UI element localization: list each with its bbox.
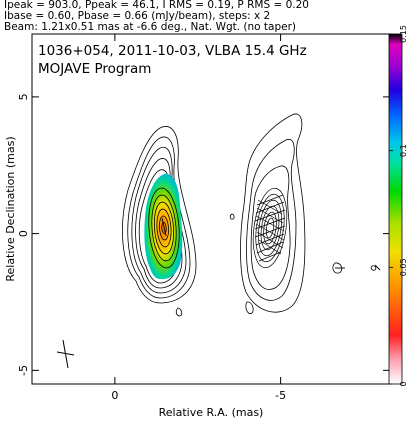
contour-map [56,113,381,369]
chart-title: 1036+054, 2011-10-03, VLBA 15.4 GHz [38,43,307,59]
header-line-2: Ibase = 0.60, Pbase = 0.66 (mJy/beam), s… [4,10,271,22]
colorbar-tick-label: 0.05 [399,258,408,276]
header-line-1: Ipeak = 903.0, Ppeak = 46.1, I RMS = 0.1… [4,0,309,11]
x-tick-label: 0 [111,389,118,402]
colorbar-tick-label: 0 [399,381,408,386]
colorbar [388,33,403,385]
y-tick-label: 0 [17,230,30,237]
polarization-patch [144,173,183,280]
header-line-3: Beam: 1.21x0.51 mas at -6.6 deg., Nat. W… [4,21,297,33]
colorbar-tick-label: 0.1 [399,144,408,157]
polarization-vectors [161,217,381,271]
y-axis-label: Relative Declination (mas) [4,136,17,281]
y-axis-ticks: -5 0 5 [17,93,390,376]
colorbar-tick-label: 0.15 [399,25,408,43]
core-contours [122,126,197,304]
x-tick-label: -5 [275,389,286,402]
stray-contours [175,213,377,317]
y-tick-label: 5 [17,93,30,100]
beam-marker [56,339,75,369]
chart-subtitle: MOJAVE Program [38,61,151,77]
jet-inner-contours [252,187,288,269]
core-inner-contours [148,187,180,269]
x-axis-ticks: 0 -5 [111,34,286,402]
plot-frame [31,33,391,385]
x-axis-label: Relative R.A. (mas) [159,406,264,419]
jet-contours [240,113,306,313]
y-tick-label: -5 [17,365,30,376]
colorbar-ticks: 0 0.05 0.1 0.15 [389,25,408,387]
